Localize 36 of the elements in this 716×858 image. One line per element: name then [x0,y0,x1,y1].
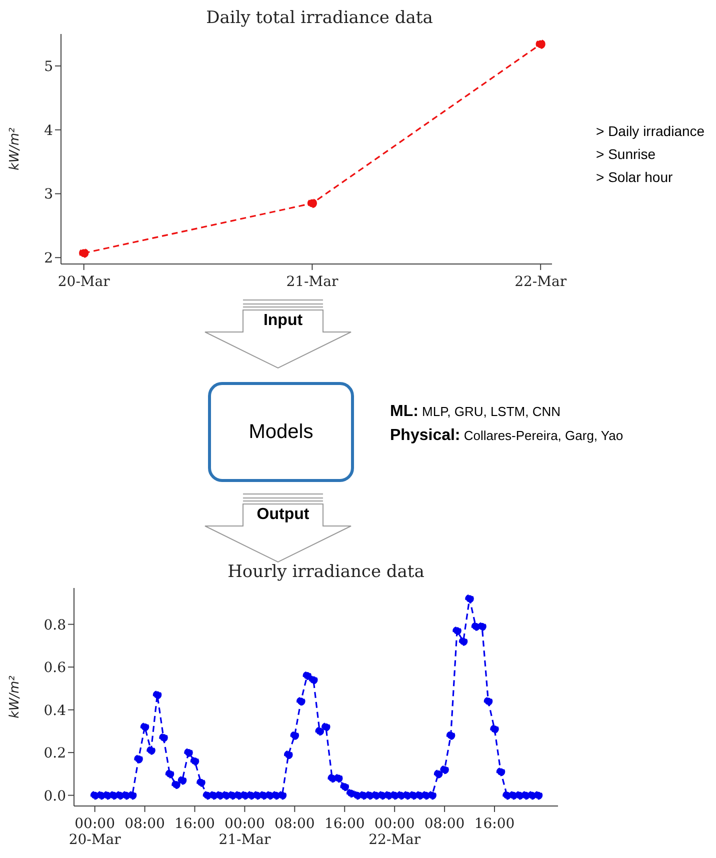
text: ML: MLP, GRU, LSTM, CNN [390,403,560,420]
text: Physical: Collares-Pereira, Garg, Yao [390,427,624,444]
rounded-box: Models [208,382,354,482]
y-tick-label: 4 [44,122,54,139]
y-tick-label: 5 [44,58,53,75]
point [536,39,546,50]
y-tick-label: 2 [44,250,53,267]
text: > Solar hour [596,168,674,187]
x-tick-label: 22-Mar [514,274,567,290]
x-tick-label: 16:00 [474,816,515,832]
x-tick-label: 00:00 22-Mar [368,816,421,848]
y-tick-label: 0.2 [44,746,66,762]
chart-title: Daily total irradiance data [205,8,434,30]
point [307,198,318,208]
x-tick-label: 20-Mar [58,274,110,290]
text: Input [262,312,304,330]
y-axis-title: kW/m² [8,676,23,718]
text: > Sunrise [596,145,657,164]
y-tick-label: 0.0 [44,788,66,804]
x-tick-label: 16:00 [174,816,215,832]
x-tick-label: 08:00 [124,816,165,832]
y-tick-label: 0.8 [44,617,66,634]
x-tick-label: 08:00 [424,816,465,832]
x-tick-label: 08:00 [274,816,315,832]
y-axis-title: kW/m² [8,128,23,170]
text: > Daily irradiance [596,122,705,141]
y-tick-label: 3 [44,186,53,203]
text: Output [256,506,310,524]
x-tick-label: 21-Mar [286,274,338,290]
chart-title: Hourly irradiance data [226,562,426,584]
y-tick-label: 0.6 [44,660,66,676]
x-tick-label: 00:00 21-Mar [218,816,271,848]
point [79,248,89,258]
x-tick-label: 00:00 20-Mar [68,816,122,848]
x-tick-label: 16:00 [324,816,365,832]
y-tick-label: 0.4 [44,702,66,719]
